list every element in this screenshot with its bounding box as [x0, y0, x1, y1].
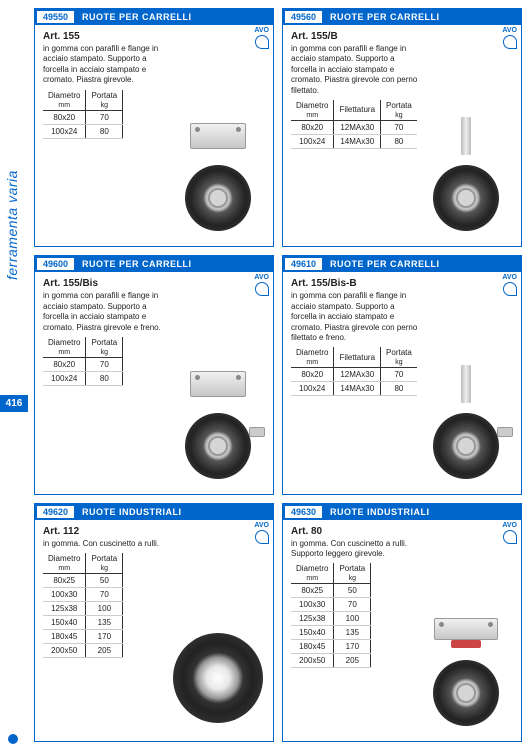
- card-header: 49610 RUOTE PER CARRELLI: [283, 256, 521, 272]
- footer-dot-icon: [8, 734, 18, 744]
- article-number: Art. 112: [43, 526, 265, 537]
- article-number: Art. 155/Bis-B: [291, 278, 513, 289]
- avo-badge: AVO: [254, 274, 269, 296]
- avo-badge: AVO: [502, 522, 517, 544]
- product-title: RUOTE PER CARRELLI: [322, 12, 440, 22]
- page-number: 416: [0, 395, 28, 412]
- product-code: 49610: [285, 258, 322, 270]
- product-description: in gomma con parafili e flange in acciai…: [43, 291, 173, 333]
- product-card: 49560 RUOTE PER CARRELLI AVO Art. 155/B …: [282, 8, 522, 247]
- product-image: [170, 613, 265, 733]
- spec-table: DiametrommPortatakg 80x2070100x2480: [43, 90, 123, 139]
- product-card: 49630 RUOTE INDUSTRIALI AVO Art. 80 in g…: [282, 503, 522, 742]
- product-code: 49630: [285, 506, 322, 518]
- product-card: 49550 RUOTE PER CARRELLI AVO Art. 155 in…: [34, 8, 274, 247]
- avo-badge: AVO: [254, 27, 269, 49]
- product-description: in gomma. Con cuscinetto a rulli.: [43, 539, 173, 549]
- product-description: in gomma con parafili e flange in acciai…: [291, 291, 421, 343]
- sidebar: ferramenta varia 416: [0, 0, 32, 750]
- product-code: 49550: [37, 11, 74, 23]
- avo-badge: AVO: [254, 522, 269, 544]
- card-header: 49620 RUOTE INDUSTRIALI: [35, 504, 273, 520]
- category-label: ferramenta varia: [4, 170, 20, 280]
- article-number: Art. 155/Bis: [43, 278, 265, 289]
- product-image: [170, 118, 265, 238]
- product-description: in gomma. Con cuscinetto a rulli. Suppor…: [291, 539, 421, 560]
- product-image: [418, 118, 513, 238]
- product-title: RUOTE PER CARRELLI: [74, 259, 192, 269]
- card-header: 49630 RUOTE INDUSTRIALI: [283, 504, 521, 520]
- product-title: RUOTE PER CARRELLI: [74, 12, 192, 22]
- product-image: [170, 366, 265, 486]
- product-description: in gomma con parafili e flange in acciai…: [43, 44, 173, 86]
- spec-table: DiametrommPortatakg 80x2550100x3070125x3…: [43, 553, 123, 658]
- spec-table: DiametrommPortatakg 80x2070100x2480: [43, 337, 123, 386]
- spec-table: DiametrommFilettaturaPortatakg 80x2012MA…: [291, 347, 417, 396]
- product-card: 49620 RUOTE INDUSTRIALI AVO Art. 112 in …: [34, 503, 274, 742]
- card-header: 49560 RUOTE PER CARRELLI: [283, 9, 521, 25]
- product-code: 49560: [285, 11, 322, 23]
- card-header: 49550 RUOTE PER CARRELLI: [35, 9, 273, 25]
- article-number: Art. 80: [291, 526, 513, 537]
- product-title: RUOTE INDUSTRIALI: [74, 507, 182, 517]
- product-card: 49610 RUOTE PER CARRELLI AVO Art. 155/Bi…: [282, 255, 522, 494]
- product-title: RUOTE INDUSTRIALI: [322, 507, 430, 517]
- card-header: 49600 RUOTE PER CARRELLI: [35, 256, 273, 272]
- product-code: 49620: [37, 506, 74, 518]
- product-card: 49600 RUOTE PER CARRELLI AVO Art. 155/Bi…: [34, 255, 274, 494]
- avo-badge: AVO: [502, 274, 517, 296]
- article-number: Art. 155: [43, 31, 265, 42]
- spec-table: DiametrommFilettaturaPortatakg 80x2012MA…: [291, 100, 417, 149]
- avo-badge: AVO: [502, 27, 517, 49]
- product-title: RUOTE PER CARRELLI: [322, 259, 440, 269]
- product-image: [418, 366, 513, 486]
- product-code: 49600: [37, 258, 74, 270]
- article-number: Art. 155/B: [291, 31, 513, 42]
- product-description: in gomma con parafili e flange in acciai…: [291, 44, 421, 96]
- spec-table: DiametrommPortatakg 80x2550100x3070125x3…: [291, 563, 371, 668]
- product-image: [418, 613, 513, 733]
- catalog-grid: 49550 RUOTE PER CARRELLI AVO Art. 155 in…: [34, 8, 522, 742]
